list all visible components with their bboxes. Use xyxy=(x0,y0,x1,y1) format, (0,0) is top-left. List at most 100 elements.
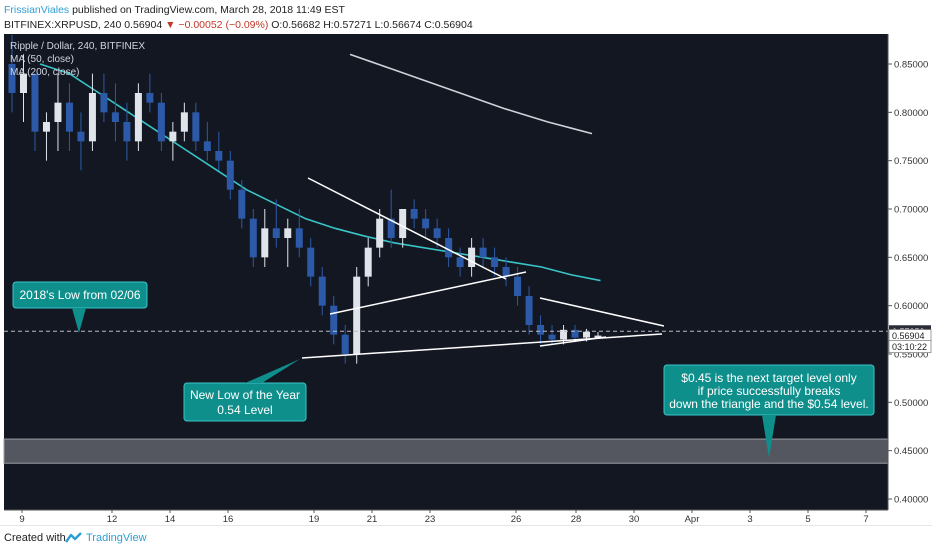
candle-body xyxy=(594,335,602,338)
y-tick-label: 0.40000 xyxy=(894,495,928,506)
candle-body xyxy=(19,73,27,93)
support-zone xyxy=(3,438,889,464)
x-tick-label: 5 xyxy=(805,514,810,525)
ohlc-values: O:0.56682 H:0.57271 L:0.56674 C:0.56904 xyxy=(271,19,473,31)
callout-new-low-text-2: 0.54 Level xyxy=(217,403,272,417)
header-bar: FrissianViales published on TradingView.… xyxy=(0,0,932,34)
candle-body xyxy=(123,122,131,142)
candle-body xyxy=(272,228,280,238)
candle-body xyxy=(341,334,349,354)
candle-body xyxy=(88,93,96,142)
tradingview-brand-link[interactable]: TradingView xyxy=(86,532,147,544)
candle-body xyxy=(387,218,395,238)
candle-body xyxy=(318,276,326,306)
symbol-info-line: BITFINEX:XRPUSD, 240 0.56904 ▼ −0.00052 … xyxy=(4,19,473,31)
y-tick-label: 0.55000 xyxy=(894,350,928,361)
x-tick-label: 12 xyxy=(107,514,118,525)
candle-body xyxy=(456,257,464,267)
down-arrow-icon: ▼ xyxy=(165,19,176,31)
plot-area xyxy=(4,34,888,510)
candle-body xyxy=(364,247,372,277)
y-tick-label: 0.50000 xyxy=(894,398,928,409)
candle-body xyxy=(514,276,522,296)
callout-target-text-2: if price successfully breaks xyxy=(698,384,841,398)
candle-body xyxy=(330,305,338,335)
y-tick-label: 0.65000 xyxy=(894,253,928,264)
candle-body xyxy=(560,329,568,340)
ma50-line xyxy=(39,63,601,282)
y-tick-label: 0.70000 xyxy=(894,205,928,216)
price-marker-countdown xyxy=(888,340,932,353)
candle-body xyxy=(31,73,39,132)
trendline-descending-triangle-upper xyxy=(307,177,507,280)
candle-body xyxy=(410,209,418,219)
candle-body xyxy=(215,151,223,161)
candle-body xyxy=(134,93,142,142)
candle-body xyxy=(445,238,453,258)
legend-ma200: MA (200, close) xyxy=(10,67,79,78)
x-tick-label: 23 xyxy=(425,514,436,525)
candle-body xyxy=(583,331,591,338)
candle-body xyxy=(468,247,476,267)
footer-bar: Created with TradingView xyxy=(0,525,932,551)
trendline-ascending-support xyxy=(301,333,663,359)
candle-body xyxy=(203,141,211,151)
candle-body xyxy=(169,131,177,142)
candle-body xyxy=(491,257,499,267)
candle-body xyxy=(249,218,257,258)
candle-body xyxy=(261,228,269,258)
candle-body xyxy=(433,228,441,238)
last-price: 0.56904 xyxy=(124,19,163,31)
price-change: −0.00052 (−0.09%) xyxy=(178,19,269,31)
price-chart[interactable]: 2018's Low from 02/06 New Low of the Year… xyxy=(0,34,932,525)
candle-body xyxy=(537,325,545,335)
y-tick-label: 0.60000 xyxy=(894,301,928,312)
candle-body xyxy=(376,218,384,248)
x-tick-label: 19 xyxy=(309,514,320,525)
price-marker-label-last: 0.56904 xyxy=(892,331,925,341)
x-tick-label: 16 xyxy=(223,514,234,525)
price-marker-label-countdown: 03:10:22 xyxy=(892,342,927,352)
y-tick-label: 0.85000 xyxy=(894,60,928,71)
callout-target-pointer xyxy=(762,415,776,458)
candle-body xyxy=(422,218,430,229)
created-with-label: Created with xyxy=(4,532,66,544)
price-axis[interactable] xyxy=(888,34,932,510)
x-tick-label: 3 xyxy=(747,514,752,525)
ma200-line xyxy=(349,53,593,135)
x-tick-label: 14 xyxy=(165,514,176,525)
candle-body xyxy=(284,228,292,238)
callout-target-text-1: $0.45 is the next target level only xyxy=(681,371,856,385)
candle-body xyxy=(77,131,85,142)
callout-2018-low-text: 2018's Low from 02/06 xyxy=(19,288,140,302)
trendline-wedge-upper xyxy=(539,297,665,327)
callout-target-text-3: down the triangle and the $0.54 level. xyxy=(669,397,868,411)
candle-body xyxy=(8,64,16,93)
candle-body xyxy=(42,122,50,132)
callout-new-low-pointer xyxy=(245,359,300,383)
candle-body xyxy=(157,102,165,142)
y-tick-label: 0.75000 xyxy=(894,156,928,167)
candle-body xyxy=(295,228,303,248)
candle-body xyxy=(399,209,407,238)
callout-2018-low-pointer xyxy=(72,308,86,333)
legend-ma50: MA (50, close) xyxy=(10,54,74,65)
tradingview-logo-icon xyxy=(65,532,82,543)
candle-body xyxy=(353,276,361,354)
x-tick-label: 9 xyxy=(19,514,24,525)
trendline-triangle-lower-support xyxy=(329,271,527,315)
callout-new-low-text-1: New Low of the Year xyxy=(190,388,300,402)
y-tick-label: 0.45000 xyxy=(894,446,928,457)
candle-body xyxy=(65,102,73,132)
x-tick-label: Apr xyxy=(685,514,700,525)
y-tick-label: 0.80000 xyxy=(894,108,928,119)
candle-body xyxy=(307,247,315,277)
candle-body xyxy=(238,189,246,219)
x-tick-label: 21 xyxy=(367,514,378,525)
author-link[interactable]: FrissianViales xyxy=(4,4,70,16)
candle-body xyxy=(111,112,119,122)
candle-body xyxy=(479,247,487,258)
candle-body xyxy=(192,112,200,142)
candle-body xyxy=(502,267,510,277)
x-tick-label: 26 xyxy=(511,514,522,525)
